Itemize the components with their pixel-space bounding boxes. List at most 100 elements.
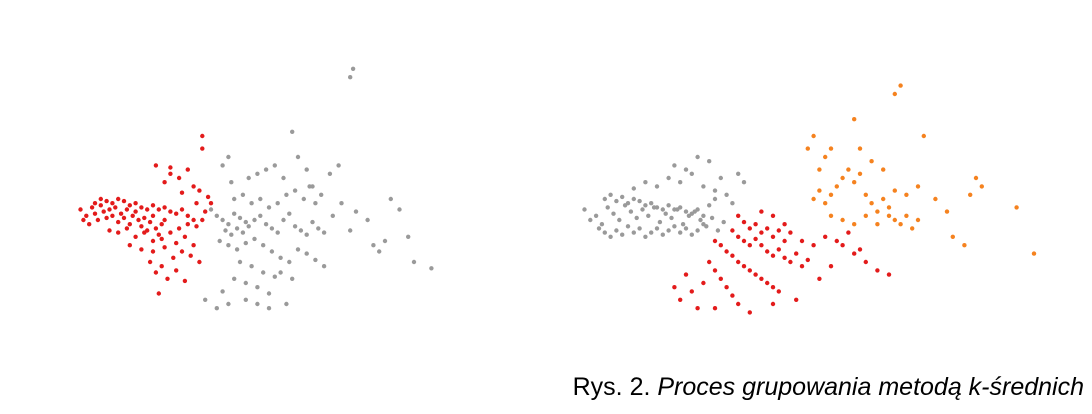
data-point-gray — [229, 180, 234, 185]
data-point-red — [712, 306, 718, 311]
data-point-red — [707, 259, 712, 265]
data-point-red — [736, 259, 741, 265]
data-point-gray — [252, 236, 257, 242]
data-point-gray — [301, 196, 306, 202]
data-point-gray — [272, 163, 277, 168]
data-point-gray — [295, 154, 301, 160]
data-point-orange — [921, 133, 926, 139]
data-point-red — [124, 207, 130, 212]
data-point-gray — [698, 217, 703, 223]
caption-prefix: Rys. 2. — [572, 373, 651, 401]
data-point-red — [147, 259, 153, 265]
data-point-gray — [263, 167, 269, 172]
data-point-red — [840, 243, 845, 248]
data-point-orange — [869, 159, 874, 164]
data-point-red — [747, 268, 752, 273]
data-point-red — [753, 272, 758, 277]
data-point-gray — [377, 249, 382, 254]
data-point-red — [834, 238, 839, 244]
data-point-gray — [654, 205, 660, 210]
data-point-red — [759, 209, 764, 214]
data-point-orange — [857, 171, 863, 176]
data-point-orange — [863, 192, 868, 197]
data-point-red — [770, 285, 776, 290]
data-point-orange — [828, 192, 834, 197]
data-point-red — [811, 243, 816, 248]
data-point-gray — [290, 276, 295, 281]
data-point-gray — [654, 184, 660, 189]
data-point-orange — [811, 196, 816, 202]
data-point-gray — [316, 226, 321, 231]
data-point-gray — [672, 163, 677, 168]
data-point-gray — [281, 175, 286, 181]
data-point-orange — [863, 213, 868, 218]
data-point-gray — [232, 276, 237, 281]
data-point-gray — [220, 217, 225, 223]
data-point-orange — [823, 154, 828, 160]
caption-title: Proces grupowania metodą k-średnich — [657, 373, 1084, 401]
data-point-red — [197, 188, 202, 193]
data-point-red — [116, 230, 121, 235]
data-point-red — [110, 213, 115, 218]
data-point-gray — [582, 207, 587, 212]
data-point-gray — [223, 228, 228, 233]
data-point-gray — [321, 230, 327, 235]
data-point-red — [92, 211, 98, 216]
scatter-panel-1 — [78, 66, 434, 311]
data-point-gray — [292, 224, 298, 229]
data-point-gray — [278, 270, 283, 275]
data-point-red — [139, 205, 144, 210]
data-point-red — [136, 217, 141, 223]
data-point-red — [168, 230, 173, 235]
data-point-gray — [304, 167, 309, 172]
data-point-red — [718, 276, 723, 281]
data-point-gray — [203, 297, 208, 302]
data-point-gray — [272, 274, 277, 279]
data-point-red — [788, 259, 793, 265]
data-point-red — [741, 264, 747, 269]
data-point-gray — [313, 201, 318, 206]
data-point-gray — [672, 207, 677, 212]
data-point-gray — [689, 232, 694, 237]
data-point-red — [765, 280, 770, 286]
data-point-red — [857, 247, 863, 252]
data-point-red — [153, 226, 159, 231]
data-point-gray — [232, 211, 237, 216]
data-point-gray — [646, 213, 651, 218]
data-point-gray — [246, 224, 251, 229]
data-point-red — [127, 243, 132, 248]
data-point-red — [104, 198, 109, 204]
data-point-gray — [666, 228, 671, 233]
data-point-gray — [614, 198, 619, 204]
data-point-gray — [397, 207, 402, 212]
data-point-gray — [365, 217, 370, 223]
data-point-red — [736, 213, 741, 218]
data-point-red — [191, 184, 196, 189]
data-point-gray — [278, 255, 283, 260]
data-point-orange — [915, 217, 921, 223]
data-point-gray — [240, 192, 246, 197]
data-point-gray — [281, 217, 286, 223]
data-point-gray — [683, 167, 689, 172]
data-point-red — [124, 226, 130, 231]
data-point-red — [95, 217, 101, 223]
data-point-gray — [631, 196, 636, 202]
data-point-red — [886, 272, 892, 277]
data-point-gray — [298, 228, 304, 233]
data-point-red — [156, 207, 161, 212]
data-point-gray — [678, 205, 683, 210]
data-point-red — [176, 226, 182, 231]
data-point-gray — [721, 219, 726, 225]
data-point-red — [133, 234, 138, 239]
data-point-red — [121, 198, 127, 204]
data-point-red — [176, 175, 182, 181]
data-point-orange — [875, 209, 880, 214]
data-point-gray — [649, 230, 654, 235]
data-point-gray — [382, 238, 388, 244]
data-point-gray — [429, 266, 434, 271]
data-point-red — [133, 209, 138, 214]
data-point-gray — [371, 243, 376, 248]
data-point-orange — [875, 222, 880, 227]
data-point-gray — [327, 171, 333, 176]
